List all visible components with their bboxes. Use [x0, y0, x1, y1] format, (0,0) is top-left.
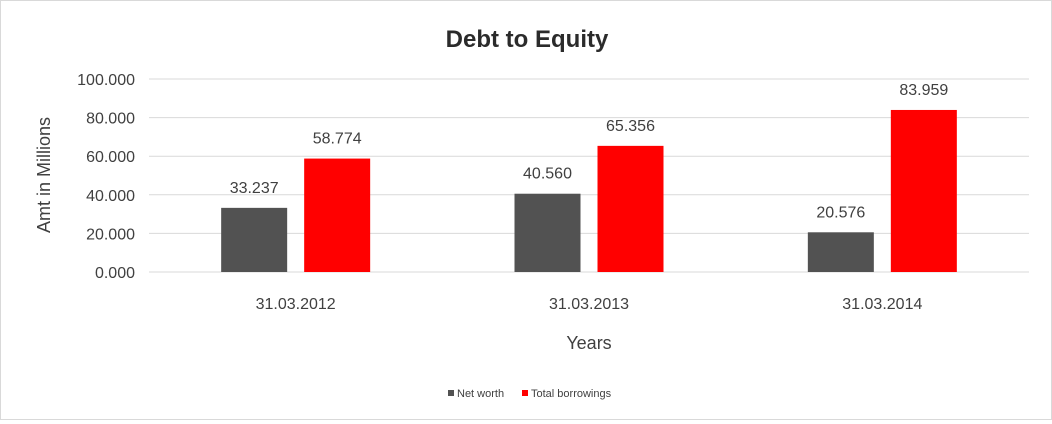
y-tick-label: 100.000 — [77, 72, 135, 89]
data-label: 40.560 — [523, 166, 572, 183]
legend-label: Net worth — [457, 388, 504, 400]
y-axis-title: Amt in Millions — [34, 117, 54, 233]
total-borrowings-bar — [304, 158, 371, 272]
bars — [221, 109, 957, 272]
y-tick-label: 20.000 — [86, 226, 135, 243]
gridlines — [149, 78, 1029, 273]
data-label: 33.237 — [230, 180, 279, 197]
chart-title: Debt to Equity — [446, 26, 609, 53]
y-tick-label: 40.000 — [86, 188, 135, 205]
data-labels: 33.237 58.774 40.560 65.356 20.576 83.959 — [230, 82, 949, 221]
net-worth-bar — [807, 232, 874, 272]
legend-swatch-net-worth — [448, 390, 454, 396]
data-label: 58.774 — [313, 131, 362, 148]
legend-swatch-total-borrowings — [522, 390, 528, 396]
net-worth-bar — [514, 193, 581, 272]
legend: Net worth Total borrowings — [448, 388, 612, 400]
y-tick-labels: 0.000 20.000 40.000 60.000 80.000 100.000 — [77, 72, 135, 282]
y-tick-label: 0.000 — [95, 265, 135, 282]
total-borrowings-bar — [890, 109, 957, 272]
x-tick-label: 31.03.2014 — [842, 296, 922, 313]
total-borrowings-bar — [597, 145, 664, 272]
y-tick-label: 80.000 — [86, 111, 135, 128]
data-label: 65.356 — [606, 118, 655, 135]
x-tick-label: 31.03.2013 — [549, 296, 629, 313]
y-tick-label: 60.000 — [86, 149, 135, 166]
x-tick-label: 31.03.2012 — [256, 296, 336, 313]
x-tick-labels: 31.03.2012 31.03.2013 31.03.2014 — [256, 296, 923, 313]
x-axis-title: Years — [566, 333, 611, 353]
data-label: 20.576 — [816, 204, 865, 221]
data-label: 83.959 — [899, 82, 948, 99]
net-worth-bar — [221, 207, 288, 272]
legend-label: Total borrowings — [531, 388, 612, 400]
